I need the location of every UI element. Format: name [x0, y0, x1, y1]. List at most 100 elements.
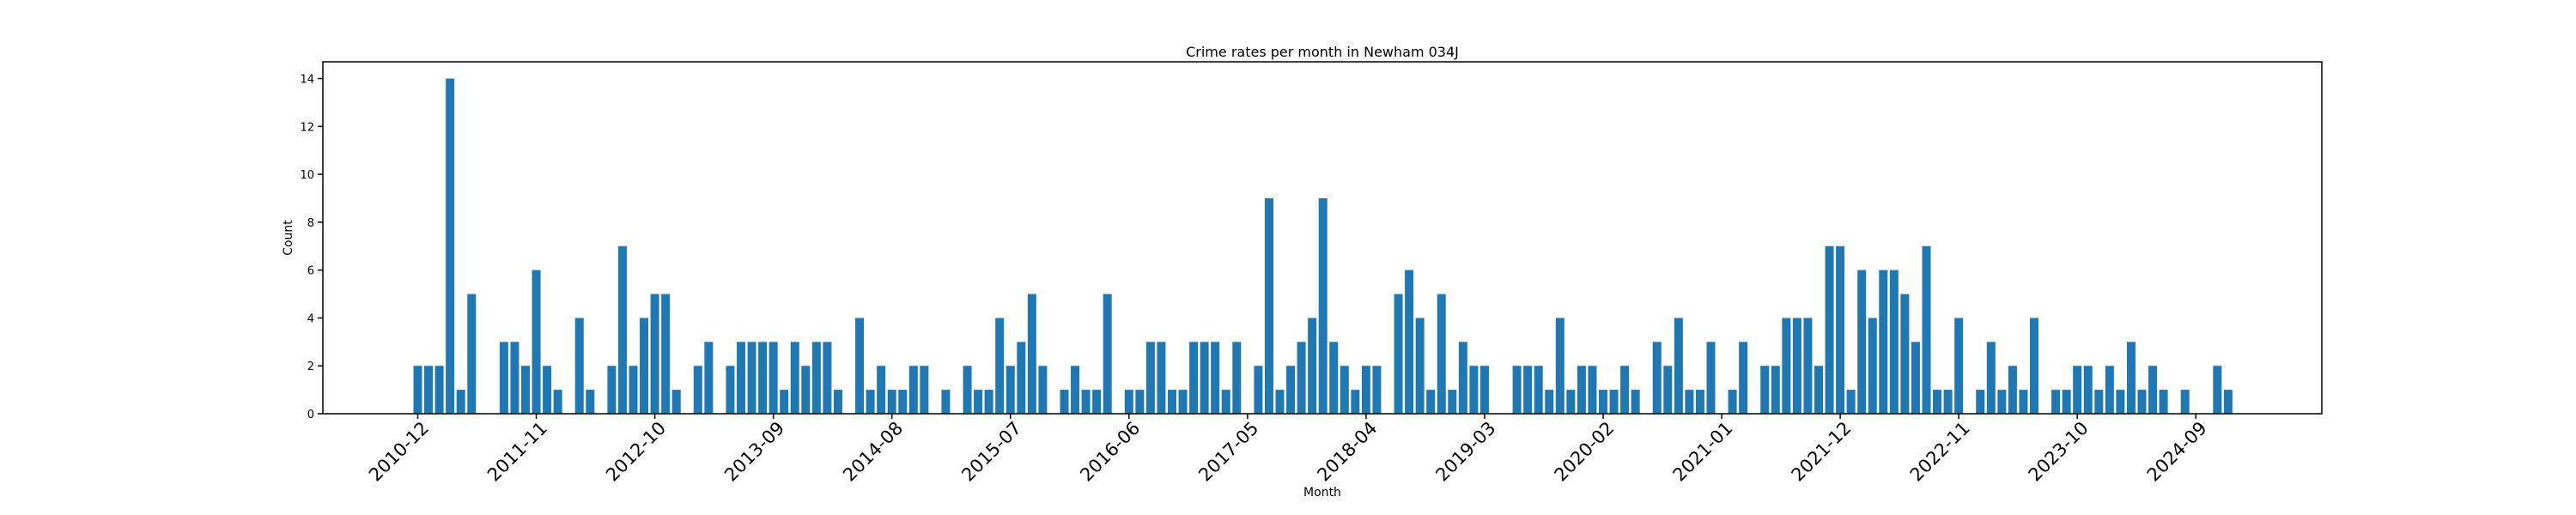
bar	[574, 318, 584, 414]
bar	[2073, 366, 2082, 414]
bar	[1405, 270, 1414, 414]
bar	[1437, 294, 1446, 414]
bar	[424, 366, 434, 414]
bar	[1318, 197, 1327, 414]
bar	[1555, 318, 1564, 414]
bar	[1836, 245, 1845, 414]
bar	[1027, 294, 1036, 414]
x-tick-label: 2014-08	[839, 418, 907, 486]
bar	[1092, 390, 1102, 414]
bar	[1060, 390, 1069, 414]
bar	[1771, 366, 1780, 414]
bar	[1168, 390, 1176, 414]
bar	[1534, 366, 1543, 414]
bar	[2148, 366, 2158, 414]
bar	[2094, 390, 2104, 414]
bar	[1211, 342, 1220, 414]
bar	[1900, 294, 1910, 414]
bar	[1479, 366, 1489, 414]
bar	[984, 390, 993, 414]
bar	[1728, 390, 1737, 414]
y-tick-label: 6	[307, 265, 314, 278]
bar	[2213, 366, 2222, 414]
bar	[1038, 366, 1048, 414]
bar	[413, 366, 422, 414]
bar	[586, 390, 595, 414]
bar	[1803, 318, 1813, 414]
bar	[908, 366, 918, 414]
bar	[1523, 366, 1533, 414]
bar	[1264, 197, 1273, 414]
bar	[769, 342, 778, 414]
bar	[1297, 342, 1306, 414]
bars-group	[413, 78, 2233, 415]
x-axis: 2010-12 2011-11 2012-10 2013-09 2014-08 2015-…	[365, 414, 2211, 486]
bar	[499, 342, 508, 414]
bar	[1221, 390, 1230, 414]
bar	[1911, 342, 1920, 414]
y-tick-label: 8	[307, 217, 314, 230]
bar	[693, 366, 702, 414]
bar	[671, 390, 681, 414]
bar	[446, 78, 455, 415]
bar	[640, 318, 649, 414]
bar	[543, 366, 552, 414]
bar	[1685, 390, 1694, 414]
bar	[2126, 342, 2136, 414]
bar	[1760, 366, 1770, 414]
x-tick-label: 2013-09	[720, 418, 788, 486]
bar	[1997, 390, 2007, 414]
bar	[1739, 342, 1748, 414]
chart-title: Crime rates per month in Newham 034J	[1186, 44, 1459, 60]
bar	[1825, 245, 1834, 414]
bar	[1566, 390, 1576, 414]
x-tick-label: 2015-07	[957, 418, 1025, 486]
bar	[2030, 318, 2038, 414]
bar	[1071, 366, 1080, 414]
bar	[887, 390, 896, 414]
bar	[1017, 342, 1026, 414]
bar	[790, 342, 799, 414]
bar	[1933, 390, 1942, 414]
bar	[1426, 390, 1436, 414]
bar	[1706, 342, 1716, 414]
bar	[1351, 390, 1360, 414]
bar	[1922, 245, 1931, 414]
bar	[995, 318, 1005, 414]
bar	[1609, 390, 1619, 414]
bar	[2180, 390, 2190, 414]
x-tick-label: 2016-06	[1076, 418, 1144, 486]
x-tick-label: 2020-02	[1551, 418, 1619, 486]
bar	[1178, 390, 1188, 414]
bar	[510, 342, 519, 414]
bar	[1254, 366, 1263, 414]
bar	[2051, 390, 2061, 414]
plot-frame	[322, 61, 2323, 415]
bar	[1674, 318, 1683, 414]
bar	[467, 294, 477, 414]
bar	[434, 366, 444, 414]
x-tick-label: 2011-11	[483, 418, 551, 486]
bar	[2116, 390, 2125, 414]
bar	[456, 390, 465, 414]
bar	[1588, 366, 1597, 414]
bar	[726, 366, 735, 414]
bar	[1200, 342, 1209, 414]
bar	[747, 342, 756, 414]
bar	[2159, 390, 2168, 414]
bar	[1124, 390, 1133, 414]
bar	[1415, 318, 1425, 414]
bar	[1458, 342, 1467, 414]
bar	[629, 366, 638, 414]
bar	[1145, 342, 1155, 414]
x-tick-label: 2017-05	[1194, 418, 1262, 486]
bar	[1976, 390, 1985, 414]
y-tick-label: 14	[300, 74, 314, 87]
bar	[521, 366, 530, 414]
x-tick-label: 2023-10	[2025, 418, 2093, 486]
bar	[1286, 366, 1296, 414]
bar	[1469, 366, 1479, 414]
bar	[1103, 294, 1112, 414]
x-tick-label: 2022-11	[1906, 418, 1974, 486]
